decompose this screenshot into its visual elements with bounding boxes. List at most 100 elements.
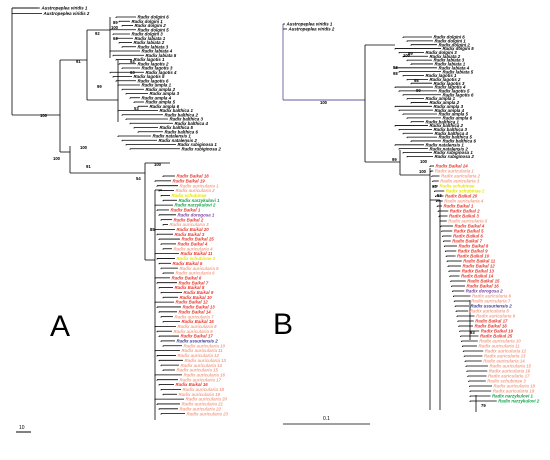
tip-label: Radix lagotis 6 — [138, 78, 170, 83]
tip-label: Radix labiata 1 — [435, 62, 466, 67]
tip-label: Radix Baikal 25 — [182, 237, 215, 242]
tip-label: Radix Baikal 1 — [444, 204, 474, 209]
tip-label: Radix lagotis 5 — [134, 74, 166, 79]
support-value: 83 — [393, 65, 398, 70]
tip-label: Radix balthica 6 — [443, 139, 477, 144]
tip-label: Radix auricularia 5 — [448, 219, 488, 224]
tip-label: Radix auricularia 3 — [170, 222, 210, 227]
tip-label: Radix lagotis 1 — [426, 73, 458, 78]
tip-label: Radix auricularia 6 — [176, 271, 216, 276]
tip-label: Radix lagotis 6 — [443, 92, 475, 97]
tip-label: Radix Baikal 2 — [174, 217, 204, 222]
tip-label: Radix Baikal 11 — [181, 251, 213, 256]
tip-label: Radix labiata 5 — [146, 53, 177, 58]
tip-label: Radix auricularia 11 — [479, 344, 521, 349]
tip-label: Radix balthica 4 — [435, 131, 469, 136]
tip-label: Radix Baikal 3 — [175, 232, 205, 237]
support-value: 91 — [76, 59, 81, 64]
tip-label: Radix natalensis 1 — [426, 142, 465, 147]
tip-label: Radix Baikal 10 — [180, 295, 213, 300]
tip-label: Radix ampla 2 — [430, 100, 460, 105]
tip-label: Radix labiata 2 — [430, 54, 461, 59]
tip-label: Radix auricularia 21 — [182, 402, 224, 407]
tip-label: Radix schubinae — [172, 193, 207, 198]
tip-label: Radix Baikal 12 — [176, 300, 209, 305]
tip-label: Austropeplea viridis 2 — [288, 27, 335, 32]
tip-label: Austropeplea viridis 2 — [43, 11, 90, 16]
tip-label: Radix auricularia 1 — [180, 183, 220, 188]
tip-label: Radix ampla 3 — [434, 104, 464, 109]
tip-label: Radix ampla 5 — [439, 112, 469, 117]
tip-label: Radix Baikal 15 — [467, 279, 500, 284]
tip-label: Radix auricularia 13 — [484, 354, 526, 359]
tip-label: Radix labiata 3 — [138, 44, 169, 49]
tip-label: Radix Baikal 15 — [182, 319, 215, 324]
tip-label: Radix narzykulovi 1 — [492, 394, 534, 399]
tip-label: Radix auricularia 17 — [488, 374, 530, 379]
tip-label: Radix dolgini 3 — [426, 50, 458, 55]
tip-label: Radix balthica 1 — [426, 119, 460, 124]
support-value: 98 — [393, 71, 398, 76]
tip-label: Radix balthica 2 — [430, 123, 464, 128]
tip-label: Radix Baikal 17 — [181, 334, 214, 339]
tip-label: Radix dolgini 5 — [443, 46, 475, 51]
support-value: 79 — [481, 403, 486, 408]
tip-label: Radix auricularia 6 — [472, 294, 512, 299]
tip-label: Radix lagotis 4 — [146, 70, 178, 75]
tip-label: Radix dolgini 2 — [439, 42, 471, 47]
support-value: 100 — [320, 100, 328, 105]
tip-label: Radix balthica 2 — [165, 112, 199, 117]
tip-label: Radix ussuriensis 2 — [471, 304, 513, 309]
tip-label: Radix Baikal 9 — [184, 290, 214, 295]
tip-label: Radix ampla 2 — [146, 87, 176, 92]
tip-label: Radix schubinae 2 — [446, 189, 485, 194]
tip-label: Radix Baikal 8 — [459, 244, 489, 249]
tip-label: Radix Baikal 14 — [461, 274, 494, 279]
tip-label: Radix Baikal 8 — [175, 285, 205, 290]
tip-label: Radix lagotis 2 — [138, 61, 170, 66]
support-value: 63 — [130, 70, 135, 75]
tip-label: Radix auricularia 8 — [470, 309, 510, 314]
support-value: 93 — [432, 184, 437, 189]
tip-label: Radix auricularia 23 — [187, 411, 229, 416]
tip-label: Radix Baikal 3 — [449, 214, 479, 219]
tip-label: Radix Baikal 24 — [436, 164, 469, 169]
support-value: 99 — [416, 88, 421, 93]
tip-label: Radix auricularia 19 — [179, 392, 221, 397]
tip-label: Radix balthica 1 — [160, 108, 194, 113]
tip-label: Radix auricularia 13 — [185, 358, 227, 363]
tip-label: Radix labiata 1 — [135, 36, 166, 41]
tip-label: Radix auricularia 10 — [184, 343, 226, 348]
tip-label: Radix rubiginosa 1 — [434, 150, 474, 155]
tip-label: Radix Baikal 19 — [173, 178, 206, 183]
support-value: 100 — [80, 145, 88, 150]
tip-label: Radix Baikal 16 — [176, 382, 209, 387]
tip-label: Radix auricularia 7 — [471, 299, 511, 304]
scale-label-a: 10 — [19, 425, 25, 431]
support-value: 93 — [130, 59, 135, 64]
tip-label: Radix rubiginosa 1 — [178, 142, 218, 147]
tip-label: Austropeplea viridis 1 — [286, 22, 333, 27]
support-value: 100 — [111, 25, 119, 30]
tip-label: Radix dolgini 2 — [135, 23, 167, 28]
tip-label: Radix auricularia 7 — [175, 314, 215, 319]
tip-label: Radix auricularia 9 — [174, 329, 214, 334]
tip-label: Radix Baikal 19 — [481, 329, 514, 334]
scale-label-b: 0.1 — [323, 416, 330, 422]
support-value: 63 — [113, 36, 118, 41]
tip-label: Radix auricularia 12 — [485, 349, 527, 354]
tip-label: Radix balthica 3 — [434, 127, 468, 132]
tip-label: Radix lagotis 4 — [435, 85, 467, 90]
support-value: 53 — [437, 193, 442, 198]
tip-label: Radix labiata 3 — [434, 58, 465, 63]
tip-label: Radix auricularia 22 — [180, 406, 222, 411]
tip-label: Radix dolgini 6 — [138, 15, 170, 20]
support-value: 53 — [134, 106, 139, 111]
tip-label: Radix Baikal 11 — [463, 259, 495, 264]
support-value: 100 — [154, 162, 162, 167]
tip-label: Radix dolgini 6 — [434, 35, 466, 40]
tip-label: Radix auricularia 14 — [181, 363, 223, 368]
tip-label: Radix auricularia 1 — [435, 169, 475, 174]
